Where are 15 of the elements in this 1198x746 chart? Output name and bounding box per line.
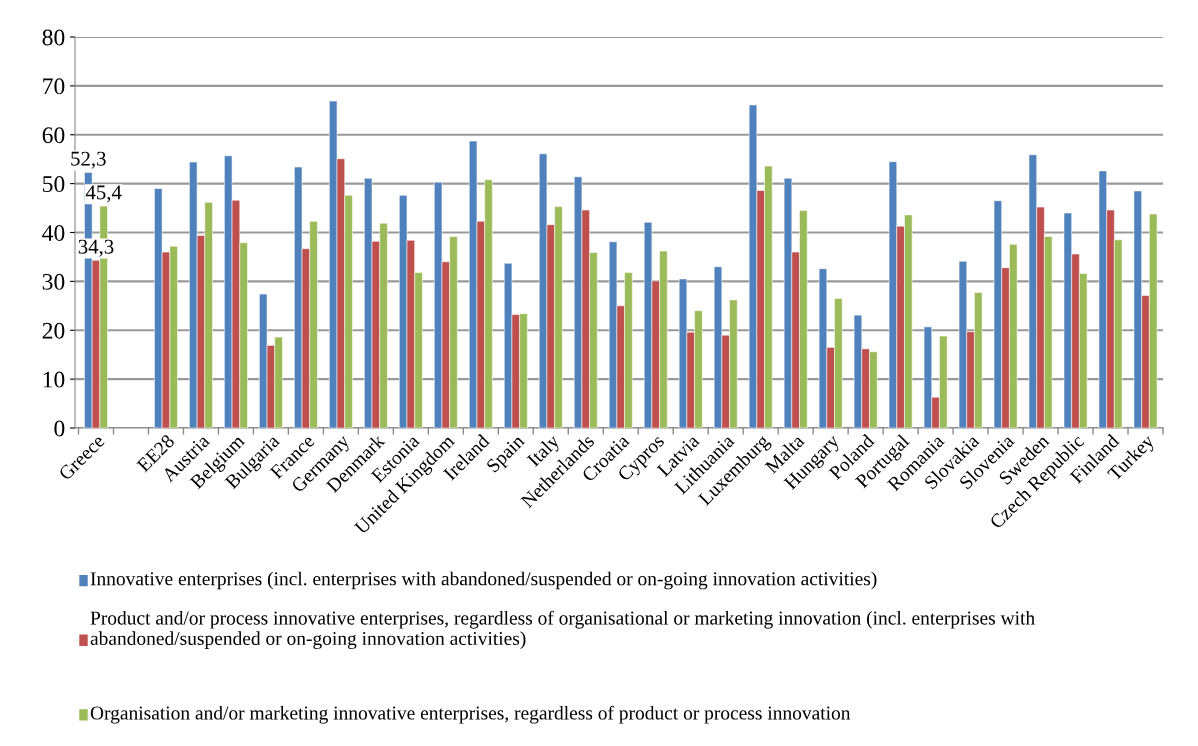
y-tick-label: 10 xyxy=(43,371,65,388)
y-tick-label: 70 xyxy=(43,78,65,95)
data-label: 34,3 xyxy=(78,239,114,257)
y-tick-label: 60 xyxy=(42,127,65,144)
y-tick-label: 30 xyxy=(42,273,65,290)
y-tick-label: 40 xyxy=(42,224,65,241)
legend-label: Organisation and/or marketing innovative enterprises, regardless of product or process innovation xyxy=(90,705,851,724)
y-tick-label: 20 xyxy=(42,322,65,339)
y-tick-label: 50 xyxy=(43,176,65,193)
legend-label: Product and/or process innovative enterprises, regardless of organisational or marketing innovation (incl. enterprises with abandoned/suspended or on-going innovation activities) xyxy=(90,610,1035,650)
data-label: 52,3 xyxy=(71,151,106,169)
y-tick-label: 0 xyxy=(54,420,65,437)
y-tick-label: 80 xyxy=(42,29,65,46)
legend-label: Innovative enterprises (incl. enterprises with abandoned/suspended or on-going innovation activities) xyxy=(90,571,877,590)
data-label: 45,4 xyxy=(85,185,122,203)
